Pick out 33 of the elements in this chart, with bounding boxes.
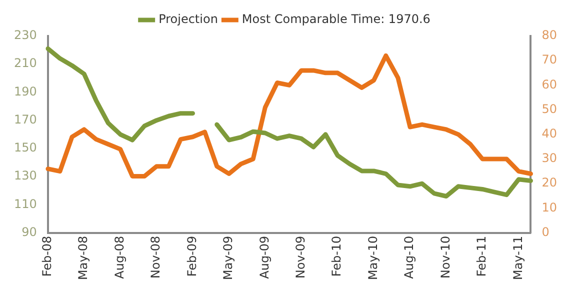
y2-tick-label: 80 [542,28,558,42]
y2-tick-label: 20 [542,176,558,190]
y-tick-label: 190 [14,84,37,98]
y2-tick-label: 0 [542,224,550,239]
x-tick-label: Feb-10 [330,236,344,277]
y-tick-label: 170 [14,112,37,126]
y2-tick-label: 40 [542,126,558,141]
y2-tick-label: 70 [542,52,558,67]
x-tick-label: Feb-11 [474,236,489,277]
y-tick-label: 150 [14,140,37,155]
x-tick-label: Aug-09 [257,236,272,279]
x-tick-label: May-08 [76,236,90,280]
y2-tick-label: 30 [542,151,558,166]
x-tick-label: Feb-08 [40,236,54,277]
legend-label: Projection [158,12,218,26]
x-tick-label: Aug-10 [402,236,416,279]
x-tick-label: Nov-09 [294,236,308,279]
x-tick-label: Nov-08 [148,236,163,279]
x-tick-label: May-09 [221,236,236,280]
y2-tick-label: 60 [542,77,558,92]
y2-tick-label: 10 [542,200,558,214]
y-tick-label: 230 [14,28,37,42]
y-tick-label: 110 [14,196,37,211]
legend-label: Most Comparable Time: 1970.6 [242,12,430,26]
y-tick-label: 90 [22,224,37,239]
x-tick-label: Aug-08 [112,236,126,279]
x-tick-label: May-11 [510,236,525,280]
x-tick-label: May-10 [366,236,380,280]
y-tick-label: 210 [14,56,37,70]
y2-tick-label: 50 [542,102,558,116]
y-tick-label: 130 [14,168,37,183]
x-tick-label: Feb-09 [184,236,199,277]
x-tick-label: Nov-10 [438,236,452,279]
